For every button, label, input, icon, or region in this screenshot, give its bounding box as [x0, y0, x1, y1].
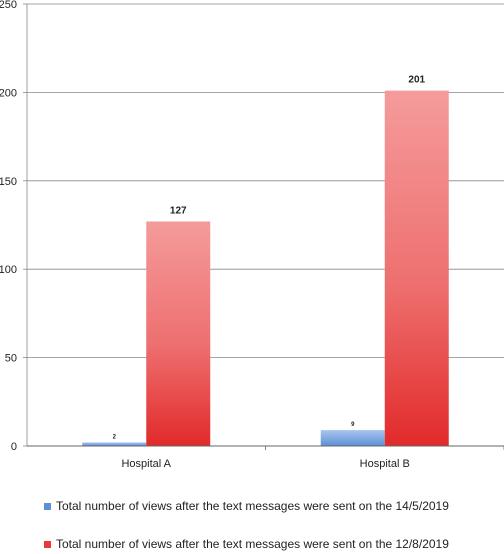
y-tick-label: 50 [5, 353, 17, 365]
data-label: 127 [170, 205, 187, 216]
bar-blue [320, 430, 385, 446]
data-label: 9 [351, 422, 355, 428]
y-tick-label: 150 [0, 176, 17, 188]
y-tick-label: 100 [0, 264, 17, 276]
y-tick-label: 0 [11, 441, 17, 453]
y-axis: 0 50 100 150 200 250 [0, 0, 28, 453]
x-category-label: Hospital B [360, 458, 410, 470]
legend-label-series-2: Total number of views after the text mes… [56, 537, 449, 551]
y-tick-label: 250 [0, 0, 17, 11]
legend-swatch-red [44, 540, 51, 548]
x-category-label: Hospital A [121, 458, 171, 470]
bar-red [384, 90, 449, 446]
legend-swatch-blue [44, 502, 51, 510]
data-label: 2 [113, 434, 117, 440]
legend-item-series-1: Total number of views after the text mes… [44, 499, 449, 513]
bar-blue [82, 442, 147, 446]
bars: 2 127 9 201 [82, 75, 449, 446]
data-label: 201 [408, 75, 425, 86]
legend-item-series-2: Total number of views after the text mes… [44, 537, 449, 551]
x-axis: Hospital A Hospital B [27, 445, 504, 470]
bar-red [146, 221, 211, 446]
y-tick-label: 200 [0, 87, 17, 99]
legend-label-series-1: Total number of views after the text mes… [56, 499, 449, 513]
